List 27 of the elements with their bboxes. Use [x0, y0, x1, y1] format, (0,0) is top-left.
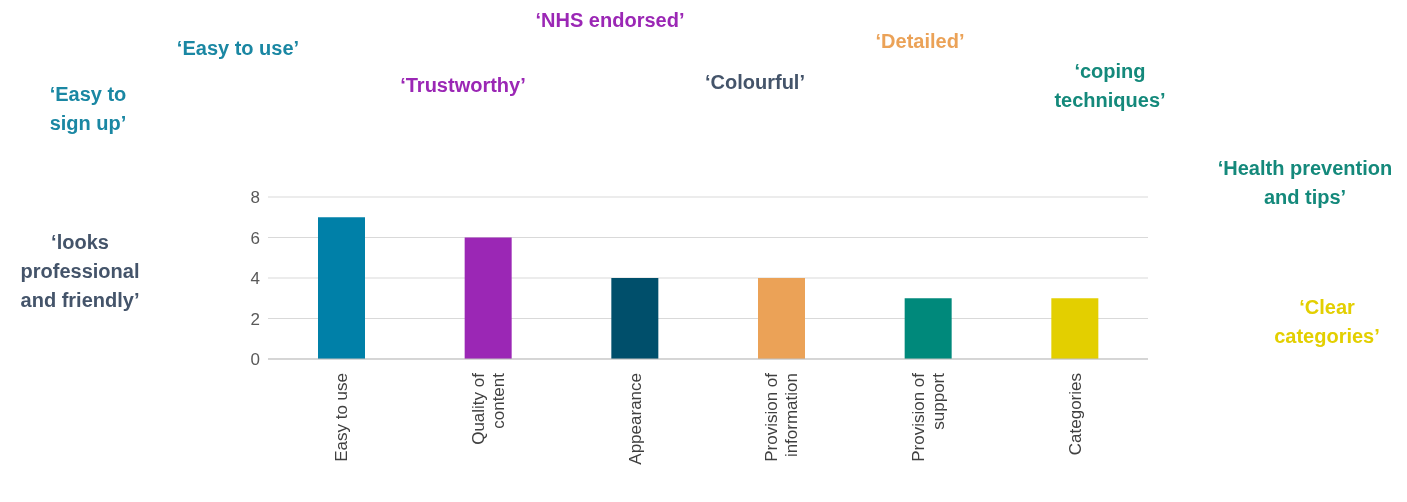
- text: ‘Trustworthy’: [399, 73, 527, 98]
- bar: [611, 278, 659, 359]
- bar: [464, 237, 512, 359]
- text: ‘looks professional and friendly’: [19, 230, 141, 313]
- x-tick-label: Easy to use: [332, 373, 352, 462]
- x-tick-label: Quality of content: [469, 372, 508, 445]
- text: ‘Easy to use’: [175, 36, 301, 61]
- y-tick-label: 0: [250, 350, 260, 370]
- bar: [904, 298, 952, 359]
- text: ‘Detailed’: [874, 29, 966, 54]
- x-tick-label: Appearance: [625, 373, 645, 465]
- y-tick-label: 8: [250, 188, 260, 208]
- bar: [318, 217, 365, 359]
- bar: [1051, 298, 1099, 359]
- text: ‘NHS endorsed’: [534, 8, 686, 33]
- text: ‘Colourful’: [704, 70, 806, 95]
- bar: [758, 278, 805, 359]
- text: ‘coping techniques’: [1053, 59, 1167, 113]
- text: ‘Easy to sign up’: [48, 82, 128, 136]
- y-tick-label: 2: [250, 309, 260, 329]
- y-tick-label: 4: [250, 269, 260, 289]
- x-tick-label: Provision of support: [909, 372, 948, 462]
- y-tick-label: 6: [250, 228, 260, 248]
- text: ‘Clear categories’: [1273, 295, 1381, 349]
- x-tick-label: Provision of information: [762, 372, 802, 462]
- text: ‘Health prevention and tips’: [1216, 156, 1394, 210]
- x-tick-label: Categories: [1065, 373, 1085, 456]
